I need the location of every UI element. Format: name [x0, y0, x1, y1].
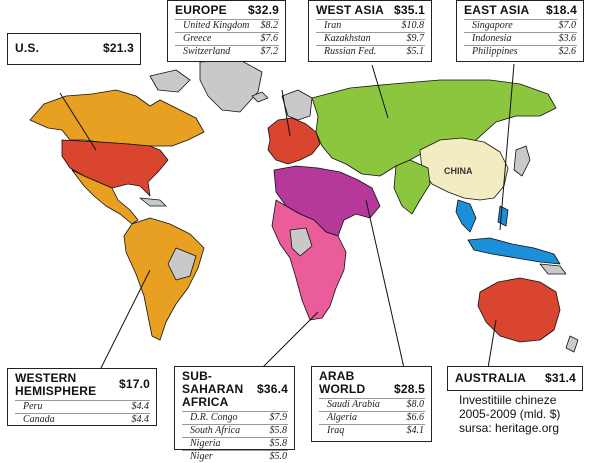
region-total-western-hemisphere: $17.0	[118, 377, 150, 391]
western-hemisphere-row-1: Peru $4.4	[15, 400, 150, 413]
caribbean-shape	[139, 197, 167, 207]
region-box-west-asia: WEST ASIA $35.1 Iran $10.8 Kazakhstan $9.7…	[308, 0, 432, 62]
region-box-sub-saharan-africa: SUB-SAHARAN AFRICA $36.4 D.R. Congo $7.9 …	[174, 366, 295, 462]
south-america-shape	[123, 217, 205, 341]
region-name-east-asia: EAST ASIA	[464, 3, 530, 17]
arab-world-row-2: Algeria $6.6	[319, 411, 425, 424]
east-asia-row-3: Philippines $2.6	[464, 45, 577, 58]
south-asia-shape	[393, 159, 431, 215]
leader-east-asia	[499, 63, 515, 231]
arab-world-row-1: Saudi Arabia $8.0	[319, 398, 425, 411]
iceland-shape	[251, 91, 269, 103]
leader-arab-world	[365, 199, 405, 369]
usa-shape	[61, 139, 169, 197]
region-box-east-asia: EAST ASIA $18.4 Singapore $7.0 Indonesia $…	[456, 0, 584, 62]
leader-us	[59, 92, 97, 151]
east-asia-rows: Singapore $7.0 Indonesia $3.6 Philippines $…	[464, 19, 577, 58]
canada-shape	[29, 89, 205, 147]
southeast-asia-shape	[455, 199, 477, 233]
europe-row-1: United Kingdom $8.2	[175, 19, 279, 32]
leader-western-hemisphere	[99, 269, 151, 371]
region-total-australia: $31.4	[544, 371, 576, 385]
indonesia-shape	[467, 237, 561, 265]
europe-row-3: Switzerland $7.2	[175, 45, 279, 58]
sub-saharan-africa-rows: D.R. Congo $7.9 South Africa $5.8 Nigeria $…	[182, 411, 288, 463]
west-asia-row-3: Russian Fed. $5.1	[316, 45, 425, 58]
region-name-australia: AUSTRALIA	[455, 371, 527, 385]
sub-saharan-africa-row-4: Niger $5.0	[182, 450, 288, 463]
region-total-east-asia: $18.4	[545, 3, 577, 17]
sub-saharan-africa-row-2: South Africa $5.8	[182, 424, 288, 437]
philippines-shape	[497, 205, 509, 227]
region-box-australia: AUSTRALIA $31.4	[447, 366, 583, 391]
leader-sub-saharan-africa	[261, 311, 319, 369]
region-total-sub-saharan-africa: $36.4	[256, 382, 288, 396]
europe-row-2: Greece $7.6	[175, 32, 279, 45]
region-name-western-hemisphere: WESTERN HEMISPHERE	[15, 371, 97, 398]
europe-rows: United Kingdom $8.2 Greece $7.6 Switzerlan…	[175, 19, 279, 58]
caption-line-2: 2005-2009 (mld. $)	[459, 407, 561, 421]
west-asia-rows: Iran $10.8 Kazakhstan $9.7 Russian Fed. $5.…	[316, 19, 425, 58]
scandinavia-shape	[281, 89, 313, 121]
region-box-europe: EUROPE $32.9 United Kingdom $8.2 Greece $7…	[167, 0, 286, 62]
west-asia-row-1: Iran $10.8	[316, 19, 425, 32]
western-hemisphere-row-2: Canada $4.4	[15, 413, 150, 426]
arab-world-row-3: Iraq $4.1	[319, 424, 425, 437]
region-total-us: $21.3	[102, 41, 134, 55]
east-asia-row-1: Singapore $7.0	[464, 19, 577, 32]
japan-shape	[513, 145, 531, 177]
australia-shape	[477, 277, 561, 343]
arctic-islands-shape	[149, 69, 191, 93]
west-asia-row-2: Kazakhstan $9.7	[316, 32, 425, 45]
caption-line-3: sursa: heritage.org	[459, 421, 560, 435]
region-box-arab-world: ARAB WORLD $28.5 Saudi Arabia $8.0 Algeri…	[311, 366, 432, 442]
region-box-us: U.S. $21.3	[7, 33, 141, 65]
south-america-nodata-shape	[167, 247, 197, 281]
western-hemisphere-rows: Peru $4.4 Canada $4.4	[15, 400, 150, 426]
region-name-us: U.S.	[15, 41, 40, 55]
caption-line-1: Investitiile chineze	[459, 393, 557, 407]
investment-map-figure: CHINA U.S. $21.3 EUROPE $32.9 United Kin…	[7, 0, 599, 462]
new-zealand-shape	[565, 335, 579, 353]
africa-nodata-shape	[289, 227, 313, 257]
region-box-western-hemisphere: WESTERN HEMISPHERE $17.0 Peru $4.4 Canada…	[7, 368, 157, 426]
region-name-europe: EUROPE	[175, 3, 227, 17]
region-name-sub-saharan-africa: SUB-SAHARAN AFRICA	[182, 369, 244, 409]
leader-australia	[487, 319, 497, 369]
leader-west-asia	[371, 64, 389, 119]
china-shape	[419, 137, 509, 201]
sub-saharan-africa-row-1: D.R. Congo $7.9	[182, 411, 288, 424]
region-total-arab-world: $28.5	[393, 382, 425, 396]
region-total-west-asia: $35.1	[393, 3, 425, 17]
region-name-west-asia: WEST ASIA	[316, 3, 385, 17]
png-shape	[539, 263, 567, 275]
china-label: CHINA	[444, 166, 473, 176]
greenland-shape	[199, 59, 263, 113]
world-map: CHINA	[29, 59, 579, 371]
europe-shape	[267, 117, 321, 165]
mexico-shape	[71, 169, 139, 225]
region-name-arab-world: ARAB WORLD	[319, 369, 366, 396]
east-asia-row-2: Indonesia $3.6	[464, 32, 577, 45]
leader-europe	[281, 89, 291, 137]
sub-saharan-africa-row-3: Nigeria $5.8	[182, 437, 288, 450]
source-caption: Investitiile chineze 2005-2009 (mld. $) …	[459, 393, 599, 435]
arab-world-rows: Saudi Arabia $8.0 Algeria $6.6 Iraq $4.1	[319, 398, 425, 437]
region-total-europe: $32.9	[247, 3, 279, 17]
